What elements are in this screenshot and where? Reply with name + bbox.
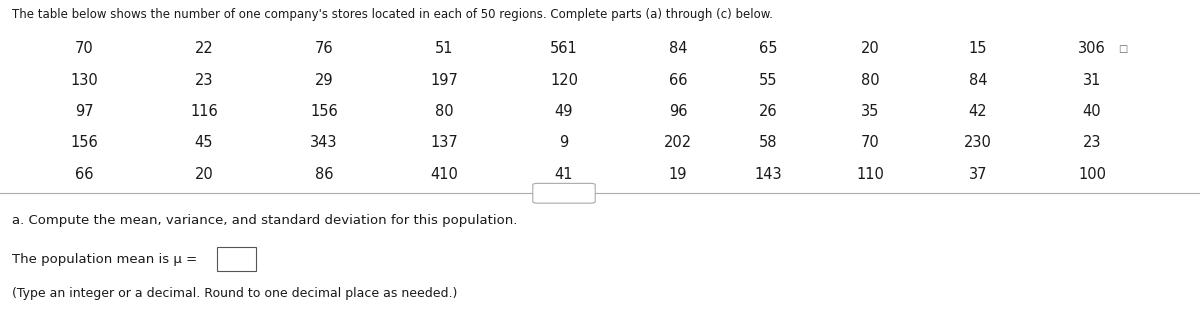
- Text: 49: 49: [554, 104, 574, 119]
- Text: 70: 70: [74, 41, 94, 56]
- Text: 41: 41: [554, 167, 574, 182]
- Text: 23: 23: [1082, 135, 1102, 150]
- Text: 66: 66: [668, 73, 688, 88]
- Text: 65: 65: [758, 41, 778, 56]
- Text: 20: 20: [860, 41, 880, 56]
- Text: 561: 561: [550, 41, 578, 56]
- Text: 42: 42: [968, 104, 988, 119]
- Text: 66: 66: [74, 167, 94, 182]
- Text: ...: ...: [559, 189, 569, 198]
- Text: 19: 19: [668, 167, 688, 182]
- Text: 76: 76: [314, 41, 334, 56]
- Text: The table below shows the number of one company's stores located in each of 50 r: The table below shows the number of one …: [12, 8, 773, 21]
- Text: 51: 51: [434, 41, 454, 56]
- Text: 100: 100: [1078, 167, 1106, 182]
- Text: 137: 137: [430, 135, 458, 150]
- Text: 40: 40: [1082, 104, 1102, 119]
- Text: 45: 45: [194, 135, 214, 150]
- Text: 306: 306: [1078, 41, 1106, 56]
- Text: 410: 410: [430, 167, 458, 182]
- Text: 80: 80: [434, 104, 454, 119]
- Text: 80: 80: [860, 73, 880, 88]
- Bar: [0, 195, 1200, 314]
- Text: 84: 84: [968, 73, 988, 88]
- Text: 58: 58: [758, 135, 778, 150]
- Text: 156: 156: [310, 104, 338, 119]
- Text: 143: 143: [754, 167, 782, 182]
- Text: 9: 9: [559, 135, 569, 150]
- Text: The population mean is μ =: The population mean is μ =: [12, 252, 197, 266]
- Text: (Type an integer or a decimal. Round to one decimal place as needed.): (Type an integer or a decimal. Round to …: [12, 287, 457, 300]
- Text: 37: 37: [968, 167, 988, 182]
- Text: 23: 23: [194, 73, 214, 88]
- Text: 35: 35: [860, 104, 880, 119]
- Text: 70: 70: [860, 135, 880, 150]
- Text: 230: 230: [964, 135, 992, 150]
- Text: 55: 55: [758, 73, 778, 88]
- FancyBboxPatch shape: [217, 247, 256, 271]
- Text: 197: 197: [430, 73, 458, 88]
- Text: 97: 97: [74, 104, 94, 119]
- Text: 343: 343: [311, 135, 337, 150]
- Text: 20: 20: [194, 167, 214, 182]
- Bar: [0, 0, 1200, 195]
- Text: 130: 130: [70, 73, 98, 88]
- Text: 110: 110: [856, 167, 884, 182]
- Text: a. Compute the mean, variance, and standard deviation for this population.: a. Compute the mean, variance, and stand…: [12, 214, 517, 226]
- Text: 156: 156: [70, 135, 98, 150]
- Text: 29: 29: [314, 73, 334, 88]
- Text: 22: 22: [194, 41, 214, 56]
- FancyBboxPatch shape: [533, 183, 595, 203]
- Text: 15: 15: [968, 41, 988, 56]
- Text: 84: 84: [668, 41, 688, 56]
- Text: 96: 96: [668, 104, 688, 119]
- Text: 120: 120: [550, 73, 578, 88]
- Text: 26: 26: [758, 104, 778, 119]
- Text: □: □: [1118, 44, 1128, 54]
- Text: 202: 202: [664, 135, 692, 150]
- Text: 116: 116: [190, 104, 218, 119]
- Text: 31: 31: [1082, 73, 1102, 88]
- Text: 86: 86: [314, 167, 334, 182]
